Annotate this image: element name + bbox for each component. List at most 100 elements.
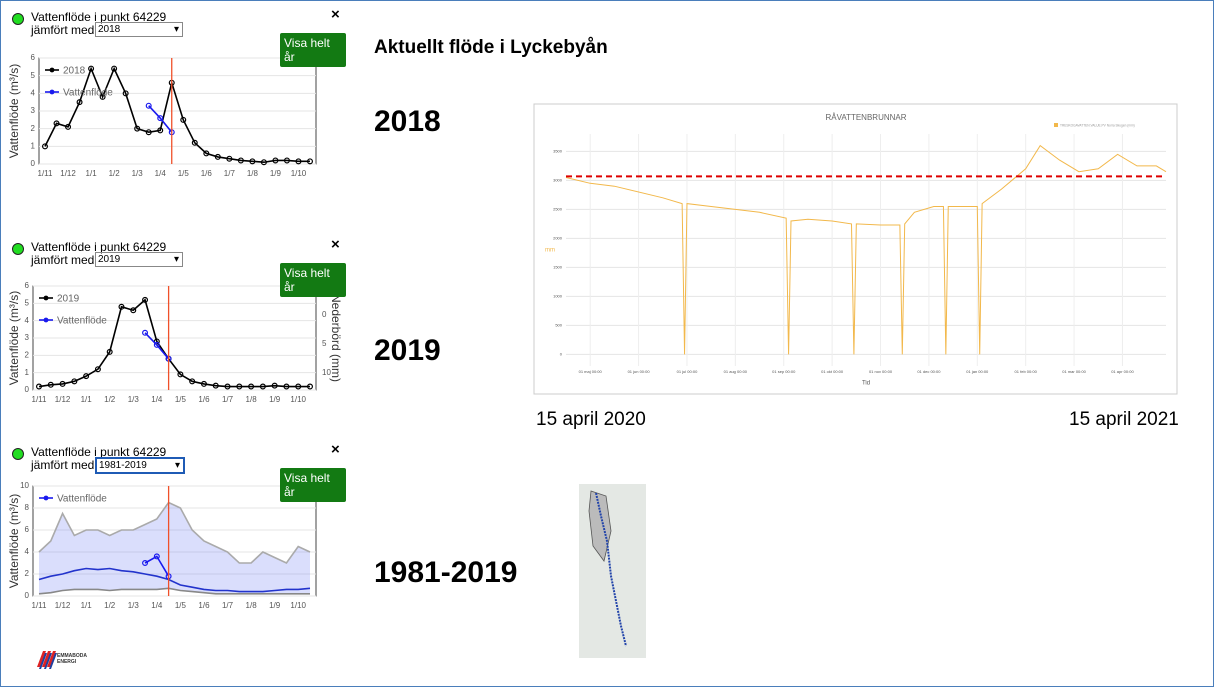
x-tick-label: 1/9 [270,169,282,178]
x-tick-label: 1/8 [247,169,259,178]
compare-label: jämfört med [31,253,94,267]
close-button[interactable]: × [331,441,340,458]
compare-label: jämfört med [31,23,94,37]
y-tick-label: 3 [31,106,36,115]
x-tick-label: 01 maj 00:00 [579,369,603,374]
legend-label: 2018 [63,66,86,77]
x-tick-label: 1/6 [198,601,210,610]
year-label: 2018 [374,105,441,139]
full-year-button[interactable]: Visa helt år [280,468,346,502]
y-tick-label: 2 [25,350,30,359]
close-button[interactable]: × [331,6,340,23]
x-tick-label: 1/5 [178,169,190,178]
x-tick-label: 01 sep 00:00 [772,369,796,374]
x-tick-label: 1/7 [222,395,234,404]
slide-title: Aktuellt flöde i Lyckebyån [374,37,608,59]
x-tick-label: 1/2 [104,395,116,404]
series-line [39,300,310,387]
x-tick-label: 1/3 [132,169,144,178]
x-tick-label: 1/12 [60,169,76,178]
legend-marker [44,296,49,301]
x-tick-label: 1/3 [128,601,140,610]
x-tick-label: 1/9 [269,601,281,610]
date-label: 15 april 2020 [536,409,646,431]
y-tick-label: 3500 [553,148,563,153]
y2-tick-label: 0 [322,310,327,319]
y-tick-label: 0 [25,385,30,394]
x-tick-label: 1/11 [32,601,48,610]
legend-marker [50,68,55,73]
y-tick-label: 1500 [553,264,563,269]
y-tick-label: 1 [31,141,36,150]
y-tick-label: 2000 [553,235,563,240]
y-tick-label: 4 [25,316,30,325]
y-axis-label: mm [545,248,555,254]
x-tick-label: 1/1 [86,169,98,178]
year-label: 2019 [374,334,441,368]
x-tick-label: 1/4 [155,169,167,178]
y-axis-label: Vattenflöde (m³/s) [7,64,21,158]
x-tick-label: 01 apr 00:00 [1111,369,1134,374]
close-button[interactable]: × [331,236,340,253]
x-tick-label: 01 mar 00:00 [1062,369,1086,374]
legend-label: Vattenflöde [63,88,113,99]
legend-marker [44,318,49,323]
x-tick-label: 1/11 [38,169,54,178]
y-tick-label: 3 [25,333,30,342]
x-tick-label: 1/5 [175,395,187,404]
year-select[interactable]: 2018 [95,22,183,37]
x-tick-label: 1/7 [222,601,234,610]
y-tick-label: 6 [25,525,30,534]
year-select[interactable]: 1981-2019 [95,457,185,474]
x-tick-label: 1/12 [55,601,71,610]
x-tick-label: 1/11 [32,395,48,404]
status-icon [12,448,24,460]
legend-label: Vattenflöde [57,316,107,327]
x-tick-label: 1/10 [291,169,307,178]
x-tick-label: 01 jul 00:00 [677,369,698,374]
series-line [45,69,310,163]
x-tick-label: 01 jan 00:00 [966,369,989,374]
year-label: 1981-2019 [374,556,517,590]
y-tick-label: 500 [555,322,562,327]
y-tick-label: 3000 [553,177,563,182]
y-tick-label: 5 [25,298,30,307]
y-tick-label: 0 [31,159,36,168]
y-tick-label: 5 [31,71,36,80]
status-icon [12,13,24,25]
legend-swatch [1054,123,1058,127]
x-tick-label: 1/6 [201,169,213,178]
y-tick-label: 8 [25,503,30,512]
y-tick-label: 1 [25,368,30,377]
year-select[interactable]: 2019 [95,252,183,267]
x-tick-label: 1/8 [246,601,258,610]
legend-marker [50,90,55,95]
slide: Vattenflöde (m³/s)01234561/111/121/11/21… [0,0,1214,687]
chart-title: RÅVATTENBRUNNAR [825,113,906,122]
y-tick-label: 1000 [553,293,563,298]
x-tick-label: 1/8 [246,395,258,404]
y2-tick-label: 5 [322,339,327,348]
x-tick-label: 1/9 [269,395,281,404]
y-axis-label: Vattenflöde (m³/s) [7,291,21,385]
full-year-button[interactable]: Visa helt år [280,33,346,67]
x-tick-label: 1/10 [290,601,306,610]
x-tick-label: 01 jun 00:00 [628,369,651,374]
x-tick-label: 1/5 [175,601,187,610]
y-tick-label: 4 [25,547,30,556]
y-tick-label: 2 [31,124,36,133]
compare-label: jämfört med [31,458,94,472]
x-tick-label: 1/2 [104,601,116,610]
y2-axis-label: Nederbörd (mm) [329,294,343,382]
full-year-button[interactable]: Visa helt år [280,263,346,297]
charts: Vattenflöde (m³/s)01234561/111/121/11/21… [1,1,1213,686]
legend-label: TRESKOGAVATTEN.VALUE.PV Norra Skugen (mm… [1060,123,1135,127]
y-tick-label: 4 [31,88,36,97]
widget: Vattenflöde i punkt 64229jämfört med2018… [1,6,346,66]
x-tick-label: 1/1 [81,395,93,404]
x-tick-label: 01 dec 00:00 [917,369,941,374]
x-tick-label: 01 nov 00:00 [869,369,893,374]
x-tick-label: 1/4 [151,395,163,404]
y-tick-label: 2 [25,569,30,578]
